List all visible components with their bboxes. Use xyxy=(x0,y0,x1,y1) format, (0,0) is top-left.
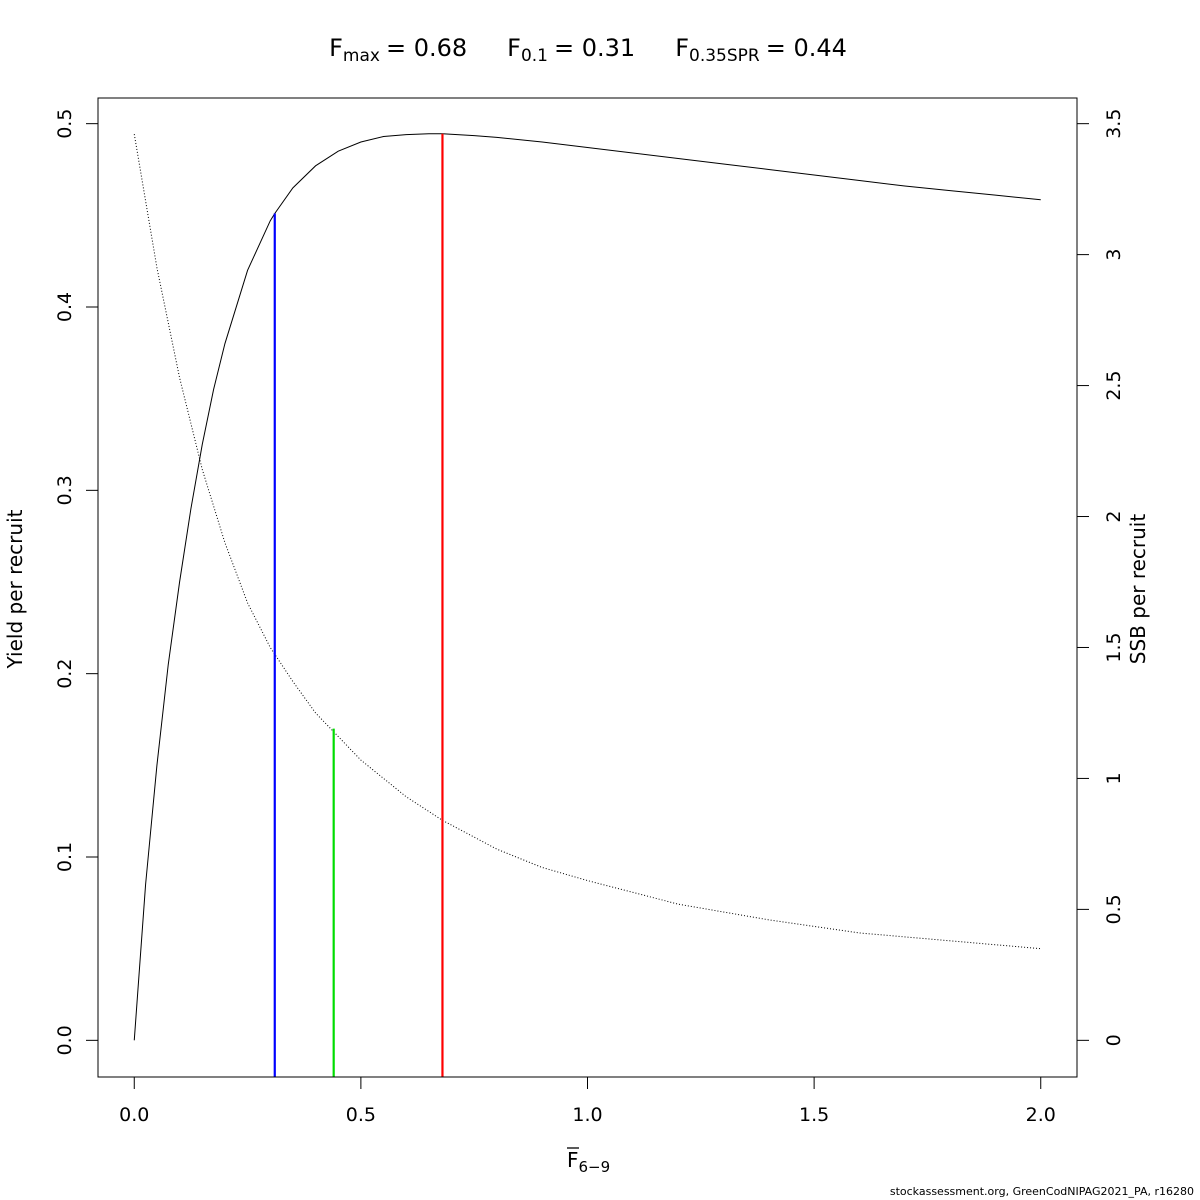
title-f01-label: F xyxy=(507,34,521,62)
y-axis-right-title: SSB per recruit xyxy=(1126,514,1150,665)
x-tick-label: 0.0 xyxy=(119,1104,149,1126)
credit-text: stockassessment.org, GreenCodNIPAG2021_P… xyxy=(889,1185,1194,1198)
x-tick-label: 0.5 xyxy=(346,1104,376,1126)
y-right-tick-label: 3 xyxy=(1103,249,1125,261)
y-axis-right: 0 0.5 1 1.5 2 2.5 3 3.5 xyxy=(1077,109,1125,1046)
x-axis-title-sub: 6−9 xyxy=(579,1158,611,1176)
series-layer xyxy=(133,133,1041,1041)
reference-lines xyxy=(273,133,444,1077)
title-f01-value: = 0.31 xyxy=(554,34,635,62)
x-tick-label: 1.0 xyxy=(572,1104,602,1126)
chart-title: Fmax = 0.68 F0.1 = 0.31 F0.35SPR = 0.44 xyxy=(329,34,847,66)
y-left-tick-label: 0.0 xyxy=(54,1025,76,1055)
x-axis-title-main: F xyxy=(567,1148,579,1172)
y-left-tick-label: 0.1 xyxy=(54,842,76,872)
yield-per-recruit-line xyxy=(133,133,1041,1041)
y-axis-left: 0.0 0.1 0.2 0.3 0.4 0.5 xyxy=(54,109,98,1055)
y-right-tick-label: 2.5 xyxy=(1103,370,1125,400)
y-right-tick-label: 0.5 xyxy=(1103,894,1125,924)
x-tick-label: 2.0 xyxy=(1026,1104,1056,1126)
y-right-tick-label: 0 xyxy=(1103,1034,1125,1046)
y-axis-left-title: Yield per recruit xyxy=(3,509,27,669)
y-right-tick-label: 1.5 xyxy=(1103,632,1125,662)
svg-text:F6−9: F6−9 xyxy=(567,1148,610,1176)
title-f01-sub: 0.1 xyxy=(521,46,548,66)
y-right-tick-label: 3.5 xyxy=(1103,109,1125,139)
title-fmax-label: F xyxy=(329,34,343,62)
y-left-tick-label: 0.2 xyxy=(54,659,76,689)
y-right-tick-label: 2 xyxy=(1103,510,1125,522)
title-fmax-sub: max xyxy=(343,46,380,66)
x-tick-label: 1.5 xyxy=(799,1104,829,1126)
y-left-tick-label: 0.3 xyxy=(54,475,76,505)
title-fspr-value: = 0.44 xyxy=(766,34,847,62)
y-right-tick-label: 1 xyxy=(1103,772,1125,784)
x-axis: 0.0 0.5 1.0 1.5 2.0 xyxy=(119,1076,1056,1126)
y-left-tick-label: 0.5 xyxy=(54,109,76,139)
y-left-tick-label: 0.4 xyxy=(54,292,76,322)
x-axis-title: F6−9 xyxy=(567,1147,610,1176)
title-fspr-sub: 0.35SPR xyxy=(689,46,760,66)
plot-frame xyxy=(97,97,1078,1078)
ssb-per-recruit-line xyxy=(133,134,1041,950)
title-fspr-label: F xyxy=(675,34,689,62)
title-fmax-value: = 0.68 xyxy=(386,34,467,62)
